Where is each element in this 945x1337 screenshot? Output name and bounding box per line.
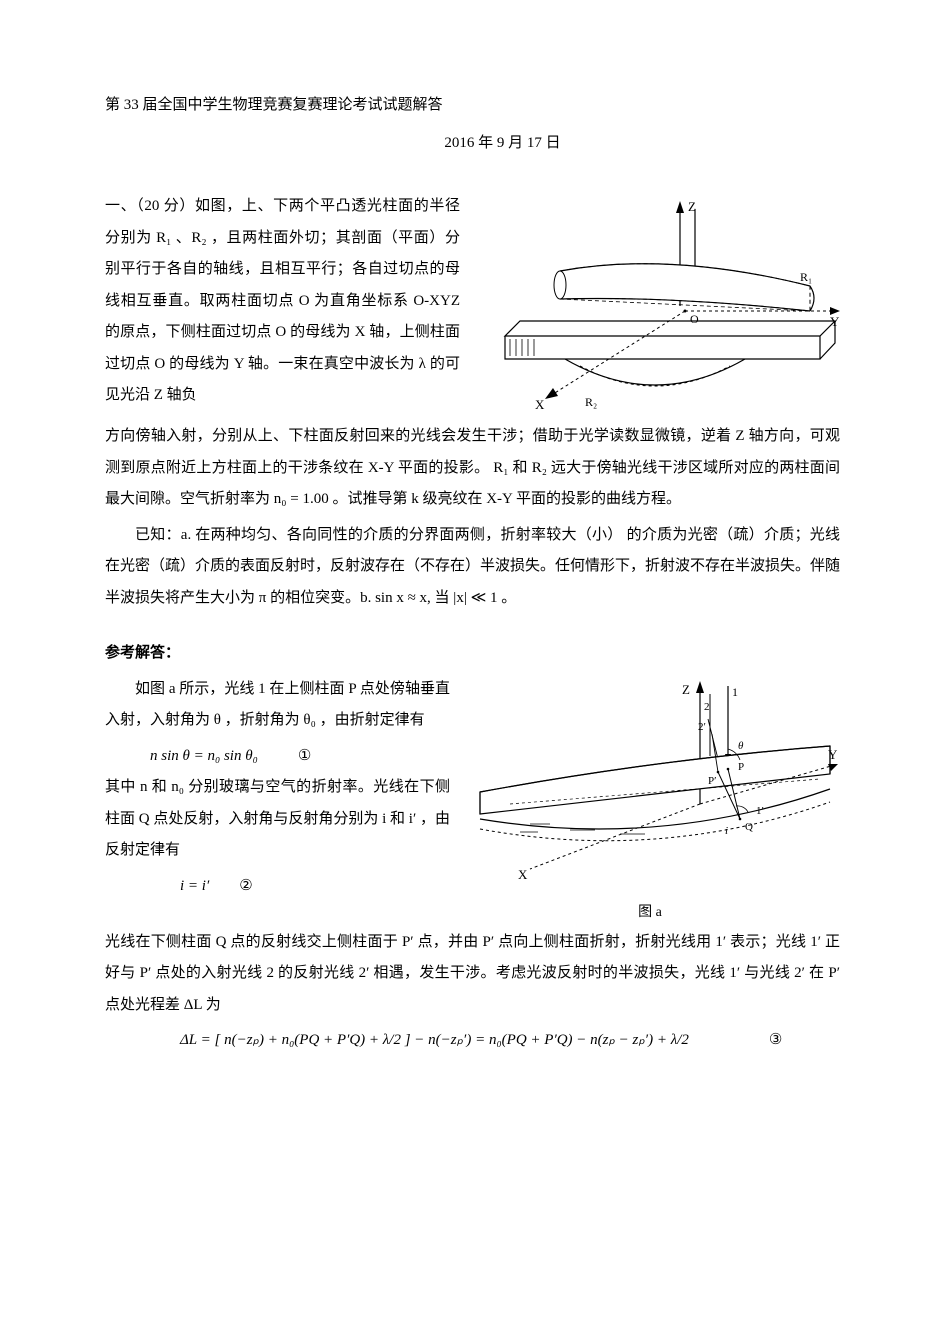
label-r1: R₁ xyxy=(800,270,812,284)
figure-a-caption: 图 a xyxy=(460,898,840,927)
equation-1: n sin θ = n₀ sin θ₀ ① xyxy=(150,741,450,773)
problem-row: 一、（20 分）如图，上、下两个平凸透光柱面的半径分别为 R₁ 、R₂ ，且两柱… xyxy=(105,191,840,421)
label-z2: Z xyxy=(682,682,690,697)
equation-2: i = i′ ② xyxy=(180,871,450,903)
page-date: 2016 年 9 月 17 日 xyxy=(165,128,840,160)
solution-p2: 其中 n 和 n₀ 分别玻璃与空气的折射率。光线在下侧柱面 Q 点处反射，入射角… xyxy=(105,772,450,867)
label-ray1: 1 xyxy=(732,685,738,699)
label-r2: R₂ xyxy=(585,395,597,409)
eq1-num: ① xyxy=(298,741,311,773)
solution-row-1: 如图 a 所示，光线 1 在上侧柱面 P 点处傍轴垂直入射，入射角为 θ ，折射… xyxy=(105,674,840,927)
label-q: Q xyxy=(745,821,753,833)
label-ray2p: 2′ xyxy=(698,721,706,733)
solution-p3: 光线在下侧柱面 Q 点的反射线交上侧柱面于 P′ 点，并由 P′ 点向上侧柱面折… xyxy=(105,927,840,1022)
label-y: Y xyxy=(830,314,840,329)
page-title: 第 33 届全国中学生物理竞赛复赛理论考试试题解答 xyxy=(105,90,840,122)
solution-p1: 如图 a 所示，光线 1 在上侧柱面 P 点处傍轴垂直入射，入射角为 θ ，折射… xyxy=(105,674,450,737)
label-ray1p: 1′ xyxy=(756,805,764,817)
problem-intro-after: 方向傍轴入射，分别从上、下柱面反射回来的光线会发生干涉；借助于光学读数显微镜，逆… xyxy=(105,421,840,516)
problem-intro-left: 一、（20 分）如图，上、下两个平凸透光柱面的半径分别为 R₁ 、R₂ ，且两柱… xyxy=(105,191,460,412)
problem-known: 已知：a. 在两种均匀、各向同性的介质的分界面两侧，折射率较大（小） 的介质为光… xyxy=(105,520,840,615)
label-p: P xyxy=(738,761,744,773)
label-x2: X xyxy=(518,867,528,882)
diagram-1: Z R₁ xyxy=(470,191,840,421)
label-theta: θ xyxy=(738,740,744,752)
label-pp: P′ xyxy=(708,775,717,787)
label-y2: Y xyxy=(828,747,838,762)
eq1-formula: n sin θ = n₀ sin θ₀ xyxy=(150,741,258,773)
eq3-formula: ΔL = [ n(−zₚ) + n₀(PQ + P′Q) + λ/2 ] − n… xyxy=(180,1025,689,1057)
label-i: i xyxy=(725,825,728,837)
label-x: X xyxy=(535,397,545,412)
equation-3: ΔL = [ n(−zₚ) + n₀(PQ + P′Q) + λ/2 ] − n… xyxy=(180,1025,840,1057)
label-ray2: 2 xyxy=(704,701,710,713)
eq2-num: ② xyxy=(239,871,252,903)
diagram-2: Z 1 2 2′ xyxy=(460,674,840,927)
eq2-formula: i = i′ xyxy=(180,871,209,903)
label-o: O xyxy=(690,312,699,326)
eq3-num: ③ xyxy=(769,1025,782,1057)
solution-heading: 参考解答： xyxy=(105,638,840,670)
